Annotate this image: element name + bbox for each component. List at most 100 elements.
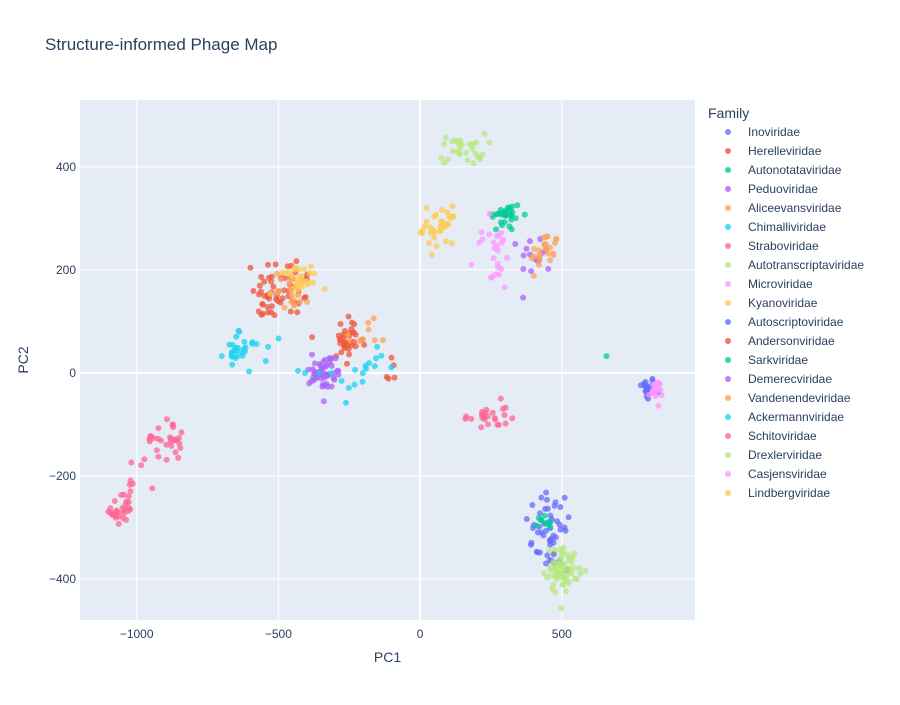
point-herelleviridae[interactable] — [268, 273, 275, 280]
point-lindbergviridae[interactable] — [423, 205, 430, 211]
point-peduoviridae[interactable] — [520, 266, 527, 272]
point-casjensviridae[interactable] — [500, 236, 507, 243]
point-casjensviridae[interactable] — [495, 247, 502, 254]
point-casjensviridae[interactable] — [494, 261, 501, 267]
point-autotranscriptaviridae[interactable] — [470, 160, 477, 167]
point-demerecviridae[interactable] — [322, 363, 329, 370]
point-andersonviridae[interactable] — [337, 340, 344, 347]
point-chimalliviridae[interactable] — [359, 378, 366, 385]
point-straboviridae[interactable] — [501, 412, 508, 418]
point-autotranscriptaviridae[interactable] — [438, 155, 445, 161]
point-ackermannviridae[interactable] — [239, 352, 246, 359]
point-inoviridae[interactable] — [537, 510, 543, 517]
point-autotranscriptaviridae[interactable] — [546, 547, 552, 554]
point-lindbergviridae[interactable] — [295, 280, 302, 286]
point-straboviridae[interactable] — [463, 413, 470, 420]
point-drexlerviridae[interactable] — [553, 576, 560, 583]
legend-item-aliceevansviridae[interactable]: Aliceevansviridae — [725, 201, 842, 215]
point-autoscriptoviridae[interactable] — [557, 526, 564, 533]
point-aliceevansviridae[interactable] — [535, 261, 542, 268]
point-schitoviridae[interactable] — [178, 429, 185, 436]
point-casjensviridae[interactable] — [486, 231, 493, 238]
point-schitoviridae[interactable] — [125, 493, 132, 500]
point-schitoviridae[interactable] — [138, 462, 145, 469]
point-aliceevansviridae[interactable] — [536, 247, 543, 254]
point-schitoviridae[interactable] — [127, 488, 134, 495]
point-drexlerviridae[interactable] — [561, 571, 568, 578]
point-herelleviridae[interactable] — [383, 373, 390, 380]
point-microviridae[interactable] — [649, 389, 656, 396]
point-autotranscriptaviridae[interactable] — [449, 148, 456, 155]
point-autotranscriptaviridae[interactable] — [464, 157, 471, 164]
point-sarkviridae[interactable] — [533, 522, 540, 529]
point-vandenendeviridae[interactable] — [304, 299, 311, 305]
point-drexlerviridae[interactable] — [556, 570, 563, 577]
point-herelleviridae[interactable] — [268, 278, 275, 285]
point-ackermannviridae[interactable] — [363, 365, 369, 372]
point-peduoviridae[interactable] — [528, 268, 535, 275]
point-lindbergviridae[interactable] — [427, 230, 434, 236]
point-drexlerviridae[interactable] — [577, 570, 584, 577]
point-autotranscriptaviridae[interactable] — [441, 141, 448, 148]
point-lindbergviridae[interactable] — [450, 213, 457, 220]
point-andersonviridae[interactable] — [271, 312, 278, 319]
point-microviridae[interactable] — [468, 261, 475, 268]
point-lindbergviridae[interactable] — [279, 269, 286, 276]
point-lindbergviridae[interactable] — [443, 238, 450, 245]
point-microviridae[interactable] — [655, 402, 662, 409]
point-autotranscriptaviridae[interactable] — [473, 139, 480, 146]
legend-item-microviridae[interactable]: Microviridae — [725, 277, 813, 291]
point-schitoviridae[interactable] — [141, 456, 148, 463]
point-autotranscriptaviridae[interactable] — [576, 565, 583, 572]
point-autoscriptoviridae[interactable] — [544, 552, 551, 559]
point-autotranscriptaviridae[interactable] — [454, 138, 461, 145]
point-straboviridae[interactable] — [494, 421, 501, 428]
point-lindbergviridae[interactable] — [304, 281, 311, 288]
point-inoviridae[interactable] — [544, 496, 550, 503]
point-inoviridae[interactable] — [557, 504, 564, 510]
point-kyanoviridae[interactable] — [308, 263, 314, 270]
point-straboviridae[interactable] — [482, 409, 489, 416]
point-peduoviridae[interactable] — [311, 360, 318, 367]
point-ackermannviridae[interactable] — [359, 370, 366, 377]
point-herelleviridae[interactable] — [346, 351, 353, 358]
point-kyanoviridae[interactable] — [433, 243, 440, 250]
point-microviridae[interactable] — [501, 284, 508, 291]
point-autotranscriptaviridae[interactable] — [441, 159, 448, 166]
point-ackermannviridae[interactable] — [253, 341, 260, 347]
point-autotranscriptaviridae[interactable] — [560, 544, 567, 551]
legend-item-autoscriptoviridae[interactable]: Autoscriptoviridae — [725, 315, 844, 329]
point-drexlerviridae[interactable] — [543, 574, 550, 581]
point-autotranscriptaviridae[interactable] — [466, 141, 473, 148]
point-straboviridae[interactable] — [489, 409, 496, 416]
point-demerecviridae[interactable] — [309, 351, 315, 358]
legend-item-kyanoviridae[interactable]: Kyanoviridae — [725, 296, 818, 310]
point-vandenendeviridae[interactable] — [287, 287, 294, 294]
point-schitoviridae[interactable] — [153, 447, 160, 454]
point-andersonviridae[interactable] — [270, 283, 277, 290]
point-inoviridae[interactable] — [544, 505, 551, 512]
point-herelleviridae[interactable] — [281, 287, 288, 294]
point-andersonviridae[interactable] — [250, 288, 257, 294]
point-herelleviridae[interactable] — [293, 258, 300, 265]
point-straboviridae[interactable] — [478, 424, 485, 431]
point-schitoviridae[interactable] — [155, 425, 162, 432]
point-andersonviridae[interactable] — [265, 309, 272, 316]
point-schitoviridae[interactable] — [163, 456, 170, 463]
point-demerecviridae[interactable] — [324, 372, 331, 379]
point-schitoviridae[interactable] — [128, 459, 135, 466]
point-schitoviridae[interactable] — [167, 438, 174, 445]
point-autonotataviridae[interactable] — [509, 203, 516, 210]
point-straboviridae[interactable] — [502, 420, 509, 427]
point-ackermannviridae[interactable] — [378, 352, 385, 359]
point-andersonviridae[interactable] — [336, 336, 343, 343]
point-demerecviridae[interactable] — [311, 368, 318, 375]
point-kyanoviridae[interactable] — [321, 286, 328, 292]
point-autonotataviridae[interactable] — [508, 226, 515, 233]
point-schitoviridae[interactable] — [172, 449, 179, 456]
legend-item-sarkviridae[interactable]: Sarkviridae — [725, 353, 808, 367]
point-inoviridae[interactable] — [543, 489, 550, 496]
point-drexlerviridae[interactable] — [560, 581, 567, 588]
point-schitoviridae[interactable] — [169, 421, 176, 428]
point-kyanoviridae[interactable] — [431, 234, 438, 241]
